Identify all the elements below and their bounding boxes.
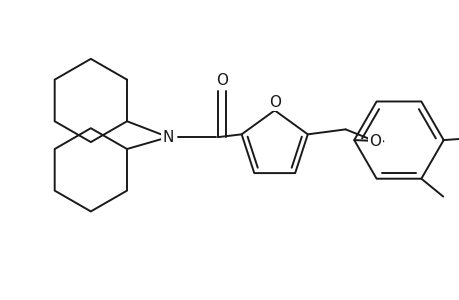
Text: O: O bbox=[216, 73, 228, 88]
Text: N: N bbox=[162, 130, 174, 145]
Text: O: O bbox=[268, 95, 280, 110]
Text: O: O bbox=[369, 134, 381, 149]
